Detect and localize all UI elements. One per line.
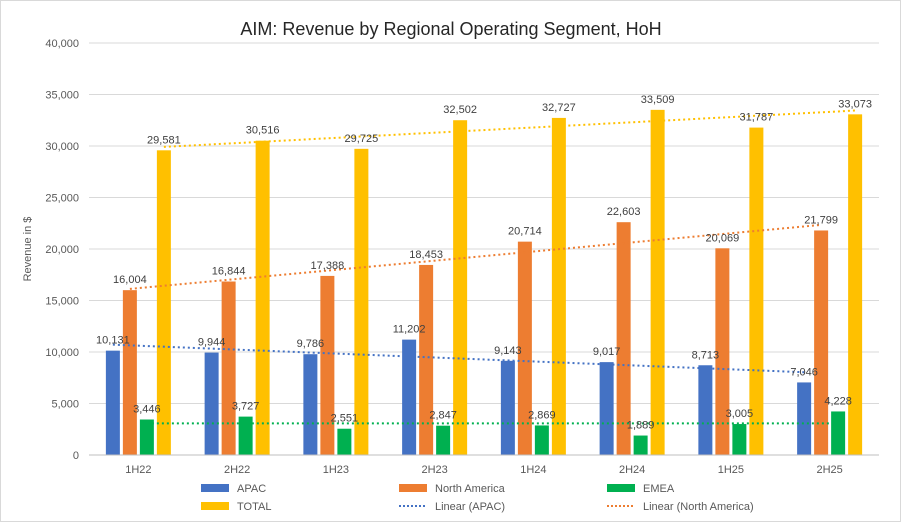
x-tick-label: 1H22	[125, 464, 151, 476]
bar-total-1h24	[552, 118, 566, 455]
x-tick-label: 1H25	[718, 464, 744, 476]
legend-swatch	[399, 484, 427, 492]
data-label: 9,944	[198, 337, 226, 349]
bar-apac-1h24	[501, 361, 515, 455]
data-label: 2,551	[331, 413, 359, 425]
bar-emea-1h24	[535, 425, 549, 455]
data-label: 20,714	[508, 226, 542, 238]
y-tick-label: 35,000	[45, 90, 79, 102]
legend: APAC North America EMEA TOTAL Linear (APAC) L…	[201, 483, 754, 513]
legend-label: Linear (North America)	[643, 501, 754, 513]
legend-label: North America	[435, 483, 506, 495]
legend-label: EMEA	[643, 483, 675, 495]
data-label: 1,889	[627, 420, 655, 432]
data-label: 3,727	[232, 401, 260, 413]
y-tick-label: 10,000	[45, 347, 79, 359]
y-tick-label: 25,000	[45, 193, 79, 205]
bar-emea-2h24	[634, 436, 648, 455]
bar-emea-2h22	[239, 417, 253, 455]
y-axis-ticks: 0 5,000 10,000 15,000 20,000 25,000 30,000 35,0…	[45, 38, 79, 462]
legend-label: TOTAL	[237, 501, 271, 513]
data-label: 29,581	[147, 134, 181, 146]
data-label: 17,388	[311, 260, 345, 272]
bar-emea-1h22	[140, 420, 154, 455]
data-label: 30,516	[246, 125, 280, 137]
data-label: 20,069	[706, 232, 740, 244]
data-label: 4,228	[824, 395, 852, 407]
data-label: 33,509	[641, 94, 675, 106]
data-label: 29,725	[345, 133, 379, 145]
y-tick-label: 30,000	[45, 141, 79, 153]
x-tick-label: 1H24	[520, 464, 546, 476]
bar-north-america-2h25	[814, 230, 828, 455]
y-tick-label: 15,000	[45, 296, 79, 308]
bar-emea-1h25	[732, 424, 746, 455]
bar-apac-2h25	[797, 382, 811, 455]
x-tick-label: 2H24	[619, 464, 645, 476]
data-label: 2,847	[429, 410, 457, 422]
data-label: 9,143	[494, 345, 522, 357]
bar-total-2h24	[651, 110, 665, 455]
data-label: 32,727	[542, 102, 576, 114]
bar-apac-1h25	[698, 365, 712, 455]
bar-total-1h25	[749, 128, 763, 455]
x-tick-label: 1H23	[323, 464, 349, 476]
legend-swatch	[201, 484, 229, 492]
x-tick-label: 2H23	[421, 464, 447, 476]
data-label: 8,713	[692, 349, 720, 361]
data-label: 3,446	[133, 404, 161, 416]
data-label: 3,005	[726, 408, 754, 420]
data-label: 31,787	[740, 112, 774, 124]
data-label: 7,046	[790, 366, 818, 378]
y-tick-label: 40,000	[45, 38, 79, 50]
x-axis-ticks: 1H22 2H22 1H23 2H23 1H24 2H24 1H25 2H25	[89, 455, 879, 476]
bar-apac-1h22	[106, 351, 120, 455]
data-label: 2,869	[528, 409, 556, 421]
legend-label: Linear (APAC)	[435, 501, 505, 513]
bar-apac-2h24	[600, 362, 614, 455]
x-tick-label: 2H22	[224, 464, 250, 476]
legend-swatch	[201, 502, 229, 510]
data-label: 16,004	[113, 274, 147, 286]
y-tick-label: 0	[73, 450, 79, 462]
legend-label: APAC	[237, 483, 266, 495]
data-label: 21,799	[804, 214, 838, 226]
data-label: 32,502	[443, 104, 477, 116]
bar-north-america-1h23	[320, 276, 334, 455]
data-label: 18,453	[409, 249, 443, 261]
y-axis-title: Revenue in $	[22, 217, 34, 282]
data-label: 33,073	[838, 98, 872, 110]
data-label: 22,603	[607, 206, 641, 218]
bar-apac-1h23	[303, 354, 317, 455]
y-tick-label: 20,000	[45, 244, 79, 256]
bar-emea-2h23	[436, 426, 450, 455]
x-tick-label: 2H25	[816, 464, 842, 476]
data-label: 9,017	[593, 346, 621, 358]
data-label: 16,844	[212, 266, 246, 278]
y-tick-label: 5,000	[51, 399, 79, 411]
bar-north-america-2h23	[419, 265, 433, 455]
data-label: 9,786	[297, 338, 325, 350]
bar-north-america-2h22	[222, 282, 236, 455]
bar-emea-2h25	[831, 411, 845, 455]
bar-total-1h23	[354, 149, 368, 455]
data-label: 10,131	[96, 335, 130, 347]
legend-swatch	[607, 484, 635, 492]
bar-emea-1h23	[337, 429, 351, 455]
chart-title: AIM: Revenue by Regional Operating Segme…	[240, 19, 661, 39]
bar-apac-2h22	[205, 353, 219, 455]
bar-north-america-1h22	[123, 290, 137, 455]
data-label: 11,202	[393, 324, 426, 336]
bar-total-2h23	[453, 120, 467, 455]
